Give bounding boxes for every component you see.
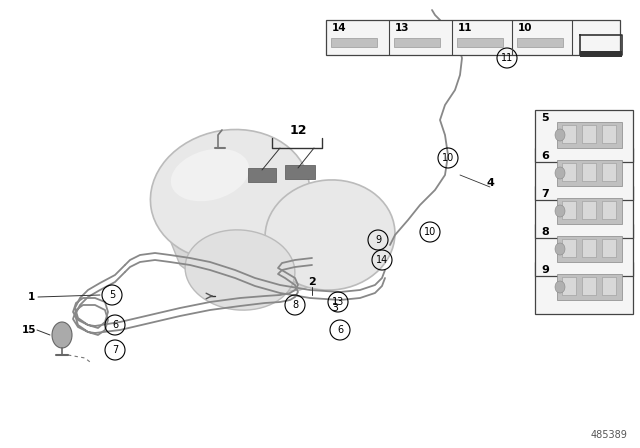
Text: 13: 13 [395,23,410,33]
FancyBboxPatch shape [562,201,576,219]
FancyBboxPatch shape [535,262,633,314]
FancyBboxPatch shape [582,201,596,219]
FancyBboxPatch shape [285,165,315,179]
Text: 7: 7 [541,189,548,199]
FancyBboxPatch shape [557,160,622,186]
Text: 3: 3 [332,303,339,313]
FancyBboxPatch shape [331,38,377,47]
FancyBboxPatch shape [517,38,563,47]
Text: 8: 8 [541,227,548,237]
Text: 10: 10 [518,23,532,33]
Text: 10: 10 [442,153,454,163]
FancyBboxPatch shape [557,236,622,262]
FancyBboxPatch shape [562,125,576,143]
FancyBboxPatch shape [248,168,276,182]
Text: 5: 5 [541,113,548,123]
Ellipse shape [555,167,565,179]
FancyBboxPatch shape [562,239,576,257]
FancyBboxPatch shape [326,20,620,55]
FancyBboxPatch shape [602,201,616,219]
FancyBboxPatch shape [557,274,622,300]
Text: 12: 12 [289,124,307,137]
FancyBboxPatch shape [582,277,596,295]
Text: 11: 11 [501,53,513,63]
Ellipse shape [171,149,249,201]
FancyBboxPatch shape [582,239,596,257]
Text: 6: 6 [112,320,118,330]
FancyBboxPatch shape [602,277,616,295]
FancyBboxPatch shape [457,38,503,47]
Ellipse shape [185,230,295,310]
Ellipse shape [52,322,72,348]
Text: 6: 6 [337,325,343,335]
FancyBboxPatch shape [562,163,576,181]
Text: 1: 1 [28,292,35,302]
Ellipse shape [150,129,310,260]
Text: 8: 8 [292,300,298,310]
Text: 9: 9 [375,235,381,245]
Text: 14: 14 [376,255,388,265]
FancyBboxPatch shape [562,277,576,295]
FancyBboxPatch shape [602,163,616,181]
Text: 14: 14 [332,23,347,33]
Polygon shape [165,195,375,295]
Text: 13: 13 [332,297,344,307]
FancyBboxPatch shape [535,110,633,162]
Text: 7: 7 [112,345,118,355]
FancyBboxPatch shape [535,186,633,238]
FancyBboxPatch shape [394,38,440,47]
FancyBboxPatch shape [602,125,616,143]
Text: 9: 9 [541,265,549,275]
Text: 5: 5 [109,290,115,300]
FancyBboxPatch shape [557,198,622,224]
Text: 4: 4 [486,178,494,188]
FancyBboxPatch shape [557,122,622,148]
Text: 485389: 485389 [590,430,627,440]
Text: 15: 15 [22,325,36,335]
FancyBboxPatch shape [535,224,633,276]
Text: 10: 10 [424,227,436,237]
FancyBboxPatch shape [602,239,616,257]
FancyBboxPatch shape [582,163,596,181]
Ellipse shape [265,180,395,290]
FancyBboxPatch shape [535,148,633,200]
Ellipse shape [555,281,565,293]
FancyBboxPatch shape [580,51,622,57]
Text: 11: 11 [458,23,472,33]
Ellipse shape [555,243,565,255]
Ellipse shape [555,129,565,141]
Text: 2: 2 [308,277,316,287]
Text: 6: 6 [541,151,549,161]
FancyBboxPatch shape [582,125,596,143]
Ellipse shape [555,205,565,217]
